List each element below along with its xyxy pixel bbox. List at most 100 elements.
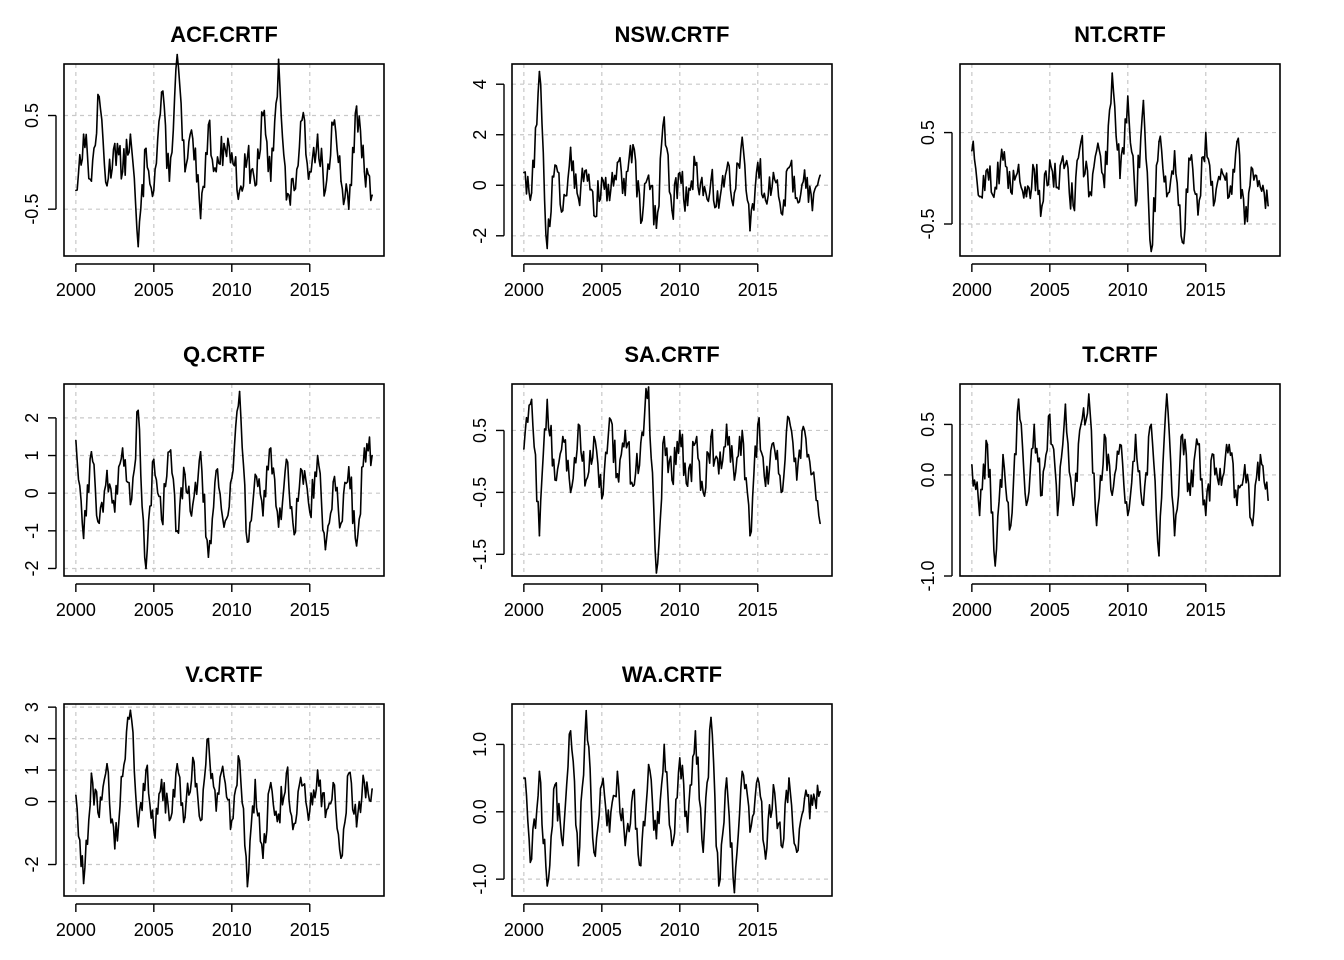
data-point [324, 548, 327, 551]
x-tick-label: 2005 [1030, 280, 1070, 300]
data-point [1088, 393, 1090, 395]
data-point [1181, 241, 1184, 244]
data-point [207, 556, 210, 558]
data-point [1204, 514, 1207, 517]
data-point [1134, 204, 1137, 207]
data-point [1080, 140, 1082, 143]
data-point [215, 469, 218, 472]
data-point [686, 485, 689, 487]
y-tick-label: -0.5 [470, 477, 490, 508]
chart-title: NT.CRTF [1074, 22, 1166, 47]
data-point [199, 819, 202, 822]
data-point [764, 485, 767, 487]
data-point [756, 777, 759, 779]
data-point [324, 189, 327, 192]
data-point [772, 784, 775, 786]
data-point [1095, 524, 1098, 527]
data-point [160, 518, 163, 521]
y-axis: -2 -1 0 1 2 [22, 413, 57, 576]
x-axis: 2000 2005 2010 2015 [56, 903, 330, 940]
data-point [1010, 191, 1012, 193]
data-point [788, 417, 790, 419]
x-tick-label: 2015 [738, 600, 778, 620]
data-point [632, 790, 634, 793]
x-tick-label: 2015 [1186, 600, 1226, 620]
data-point [994, 186, 997, 189]
data-point [562, 209, 564, 212]
data-point [153, 458, 155, 461]
y-axis: -2 0 2 4 [470, 79, 505, 244]
data-point [562, 844, 564, 847]
data-point [538, 534, 541, 537]
data-point [717, 885, 720, 887]
data-point [1111, 494, 1114, 496]
data-point [1088, 195, 1090, 198]
x-tick-label: 2015 [1186, 280, 1226, 300]
data-point [608, 417, 611, 419]
data-point [1251, 168, 1254, 170]
data-point [106, 184, 108, 187]
data-point [238, 189, 241, 192]
data-point [803, 169, 806, 171]
data-point [1002, 159, 1004, 161]
data-point [262, 514, 264, 517]
x-tick-label: 2000 [952, 280, 992, 300]
data-point [207, 124, 210, 126]
data-point [1095, 150, 1098, 152]
data-point [569, 491, 572, 494]
data-point [663, 116, 666, 118]
data-point [129, 133, 132, 136]
data-point [199, 450, 202, 453]
data-point [1041, 494, 1043, 496]
y-tick-label: -2 [470, 228, 490, 244]
data-point [114, 142, 116, 145]
data-point [756, 161, 759, 164]
data-point [254, 184, 256, 187]
data-point [772, 442, 775, 444]
x-tick-label: 2005 [1030, 600, 1070, 620]
data-point [647, 174, 650, 176]
data-point [655, 227, 658, 230]
data-point [702, 851, 704, 854]
data-point [546, 885, 549, 887]
data-point [733, 479, 736, 481]
data-point [145, 567, 147, 570]
data-point [75, 189, 77, 192]
series-line [971, 393, 1269, 567]
data-point [1197, 443, 1199, 446]
grid [512, 384, 832, 576]
x-tick-label: 2015 [738, 280, 778, 300]
data-point [293, 533, 295, 536]
data-point [694, 442, 697, 444]
data-point [347, 208, 350, 210]
y-tick-label: -0.5 [918, 208, 938, 239]
data-point [725, 169, 728, 171]
data-point [1236, 504, 1238, 507]
data-point [554, 164, 556, 166]
data-point [678, 429, 681, 432]
x-tick-label: 2005 [582, 280, 622, 300]
data-point [168, 450, 171, 453]
data-point [1049, 159, 1051, 161]
data-point [819, 522, 821, 525]
chart-title: ACF.CRTF [170, 22, 278, 47]
data-point [1103, 433, 1106, 436]
data-point [764, 858, 767, 860]
panel-wa-crtf: WA.CRTF 2000 2005 2010 2015 -1.0 0.0 1.0 [470, 662, 833, 940]
data-point [523, 171, 525, 174]
data-point [1243, 223, 1246, 225]
data-point [332, 124, 334, 126]
data-point [340, 180, 342, 182]
y-tick-label: -0.5 [22, 194, 42, 225]
data-point [1173, 534, 1176, 537]
x-axis: 2000 2005 2010 2015 [952, 263, 1226, 300]
x-tick-label: 2005 [134, 920, 174, 940]
data-point [75, 439, 77, 442]
data-point [301, 469, 303, 472]
data-point [316, 769, 319, 771]
data-point [569, 146, 572, 149]
data-point [1212, 453, 1215, 456]
data-point [106, 763, 108, 765]
data-point [725, 777, 728, 779]
